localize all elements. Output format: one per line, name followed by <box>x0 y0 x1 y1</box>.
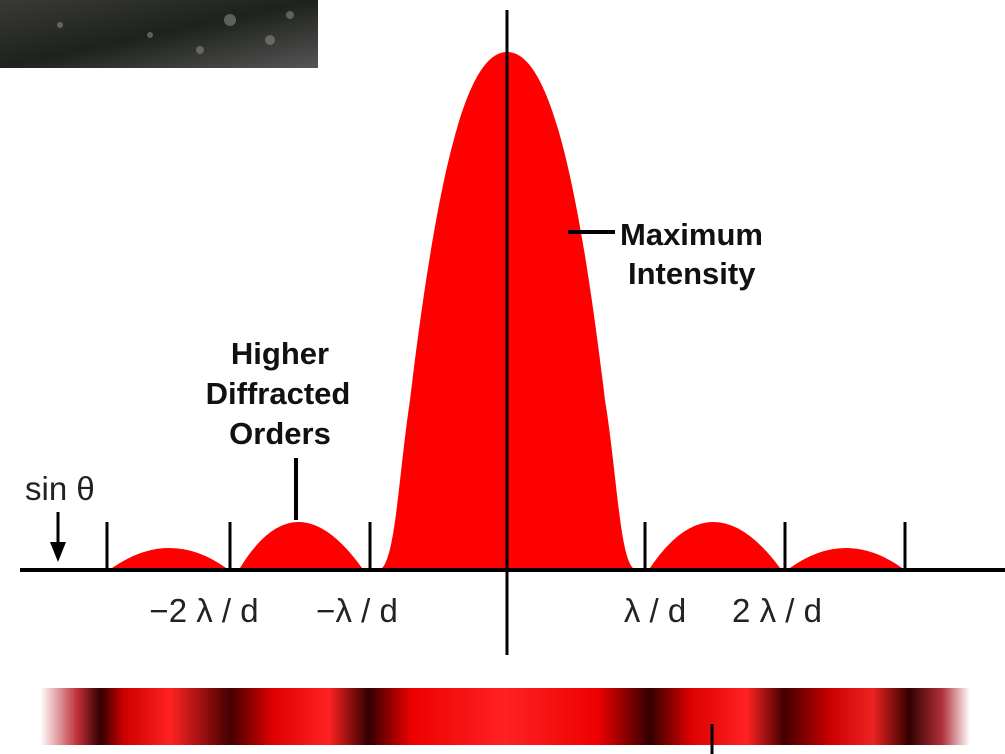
diagram: Maximum Intensity Higher Diffracted Orde… <box>0 0 1005 754</box>
arrow-head <box>50 542 66 562</box>
axis-label: −2 λ / d <box>149 592 258 629</box>
label: Diffracted <box>206 376 351 411</box>
label: Higher <box>231 336 329 371</box>
photo-corner <box>0 0 318 68</box>
axis-label: 2 λ / d <box>732 592 822 629</box>
label: Intensity <box>628 256 756 291</box>
label: Maximum <box>620 217 763 252</box>
axis-label: −λ / d <box>316 592 398 629</box>
fringe-pattern <box>40 688 970 745</box>
side-lobe <box>790 548 902 568</box>
side-lobe <box>240 522 362 568</box>
axis-label: λ / d <box>624 592 686 629</box>
side-lobe <box>112 548 226 568</box>
side-lobe <box>650 522 780 568</box>
label: Orders <box>229 416 331 451</box>
page: {"labels": {"maximum_intensity": ["Maxim… <box>0 0 1005 754</box>
axis-title: sin θ <box>25 470 95 507</box>
